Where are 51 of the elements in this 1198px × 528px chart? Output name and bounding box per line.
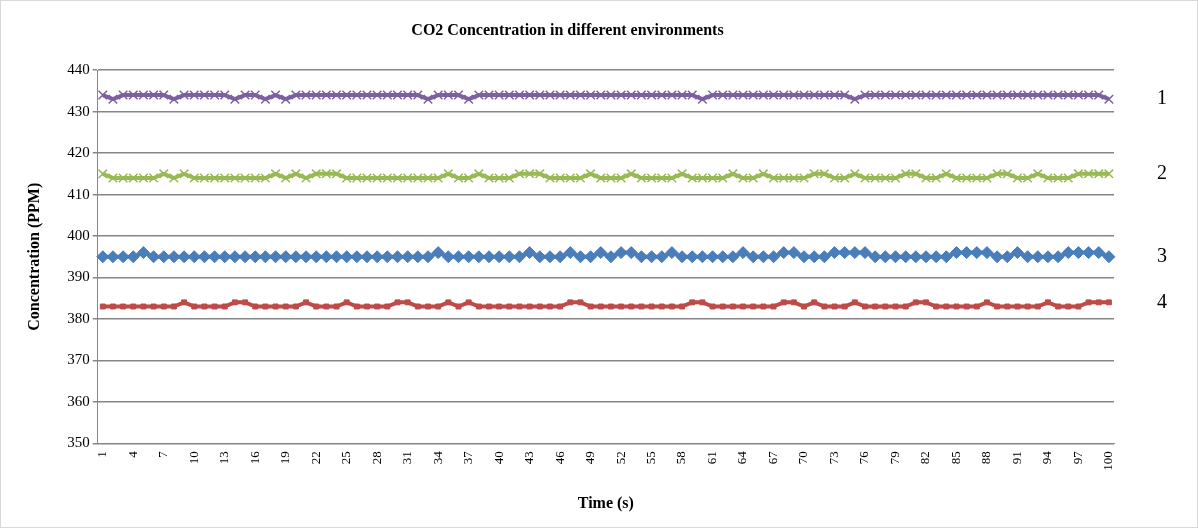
y-tick-label: 400 bbox=[67, 226, 90, 243]
x-tick-label: 7 bbox=[155, 450, 171, 458]
x-tick-label: 28 bbox=[368, 451, 384, 465]
x-tick-label: 13 bbox=[216, 451, 232, 465]
x-tick-label: 85 bbox=[947, 451, 963, 465]
chart-title: CO2 Concentration in different environments bbox=[411, 20, 724, 38]
x-tick-label: 91 bbox=[1008, 451, 1024, 465]
x-tick-label: 55 bbox=[643, 451, 659, 465]
x-tick-label: 25 bbox=[338, 451, 354, 465]
x-tick-label: 16 bbox=[246, 450, 262, 465]
x-tick-label: 52 bbox=[612, 451, 628, 465]
x-tick-label: 100 bbox=[1100, 451, 1116, 471]
x-tick-label: 64 bbox=[734, 450, 750, 465]
x-tick-label: 19 bbox=[277, 451, 293, 465]
x-tick-label: 67 bbox=[764, 450, 780, 465]
text: 1 bbox=[1157, 86, 1167, 109]
x-tick-label: 22 bbox=[307, 451, 323, 465]
x-tick-label: 61 bbox=[703, 451, 719, 465]
x-tick-label: 37 bbox=[460, 450, 476, 465]
x-tick-label: 4 bbox=[124, 450, 140, 458]
x-tick-label: 88 bbox=[978, 451, 994, 465]
y-tick-label: 370 bbox=[67, 351, 90, 368]
y-tick-label: 380 bbox=[67, 309, 90, 326]
x-tick-label: 34 bbox=[429, 450, 445, 465]
x-tick-label: 49 bbox=[582, 451, 598, 465]
x-tick-label: 40 bbox=[490, 451, 506, 465]
y-tick-label: 410 bbox=[67, 185, 90, 202]
y-tick-label: 360 bbox=[67, 392, 90, 409]
x-tick-label: 94 bbox=[1039, 450, 1055, 465]
x-tick-label: 73 bbox=[825, 451, 841, 465]
y-tick-label: 350 bbox=[67, 434, 90, 451]
y-tick-label: 430 bbox=[67, 102, 90, 119]
y-tick-label: 390 bbox=[67, 268, 90, 285]
x-tick-label: 46 bbox=[551, 450, 567, 465]
text: 2 bbox=[1157, 161, 1167, 184]
x-tick-label: 79 bbox=[886, 451, 902, 465]
x-tick-label: 1 bbox=[94, 451, 110, 458]
x-axis-title: Time (s) bbox=[577, 493, 634, 512]
x-tick-label: 70 bbox=[795, 451, 811, 465]
y-axis-title: Concentration (PPM) bbox=[24, 182, 43, 331]
x-tick-label: 76 bbox=[856, 450, 872, 465]
x-tick-label: 82 bbox=[917, 451, 933, 465]
y-tick-label: 420 bbox=[67, 144, 90, 161]
x-tick-label: 31 bbox=[399, 451, 415, 465]
text: 4 bbox=[1157, 289, 1167, 312]
x-tick-label: 43 bbox=[521, 451, 537, 465]
x-tick-label: 97 bbox=[1069, 450, 1085, 465]
text: 3 bbox=[1157, 244, 1167, 266]
x-tick-label: 58 bbox=[673, 451, 689, 465]
x-tick-label: 10 bbox=[185, 451, 201, 465]
y-tick-label: 440 bbox=[67, 61, 90, 78]
